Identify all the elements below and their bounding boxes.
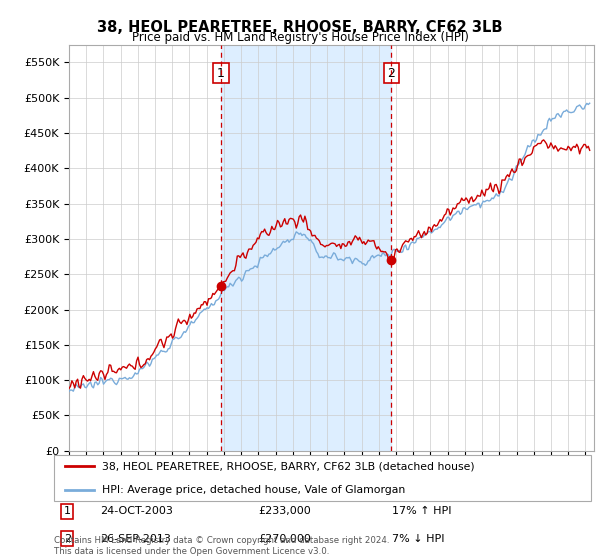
Text: £270,000: £270,000	[258, 534, 311, 544]
Text: 26-SEP-2013: 26-SEP-2013	[100, 534, 170, 544]
Text: 38, HEOL PEARETREE, RHOOSE, BARRY, CF62 3LB (detached house): 38, HEOL PEARETREE, RHOOSE, BARRY, CF62 …	[103, 461, 475, 472]
Text: Price paid vs. HM Land Registry's House Price Index (HPI): Price paid vs. HM Land Registry's House …	[131, 31, 469, 44]
Text: 38, HEOL PEARETREE, RHOOSE, BARRY, CF62 3LB: 38, HEOL PEARETREE, RHOOSE, BARRY, CF62 …	[97, 20, 503, 35]
Text: HPI: Average price, detached house, Vale of Glamorgan: HPI: Average price, detached house, Vale…	[103, 484, 406, 494]
Text: 17% ↑ HPI: 17% ↑ HPI	[392, 506, 452, 516]
Text: £233,000: £233,000	[258, 506, 311, 516]
Text: 24-OCT-2003: 24-OCT-2003	[100, 506, 173, 516]
Text: 7% ↓ HPI: 7% ↓ HPI	[392, 534, 445, 544]
Text: 1: 1	[217, 67, 225, 80]
FancyBboxPatch shape	[54, 455, 591, 501]
Text: 1: 1	[64, 506, 71, 516]
Text: Contains HM Land Registry data © Crown copyright and database right 2024.
This d: Contains HM Land Registry data © Crown c…	[54, 536, 389, 556]
Bar	[221, 45, 391, 451]
Text: 2: 2	[64, 534, 71, 544]
Text: 2: 2	[388, 67, 395, 80]
